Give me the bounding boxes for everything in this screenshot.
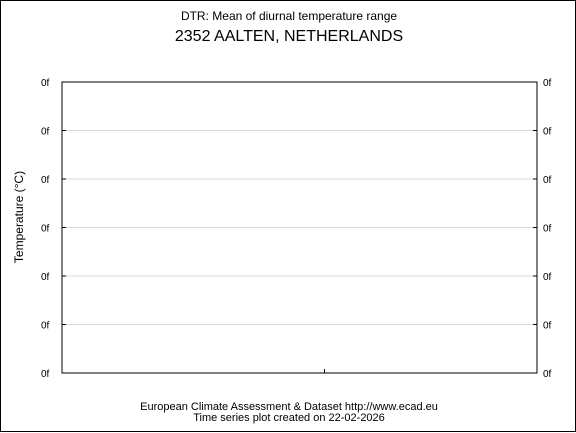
y-tick-label-left: 0f xyxy=(41,272,50,283)
y-tick-label-left: 0f xyxy=(41,127,50,138)
y-tick-label-right: 0f xyxy=(543,224,552,235)
y-tick-label-right: 0f xyxy=(543,272,552,283)
y-tick-label-left: 0f xyxy=(41,78,50,89)
y-tick-label-left: 0f xyxy=(41,321,50,332)
y-tick-label-right: 0f xyxy=(543,78,552,89)
footer-source: European Climate Assessment & Dataset ht… xyxy=(140,401,438,413)
y-tick-label-left: 0f xyxy=(41,175,50,186)
y-tick-label-right: 0f xyxy=(543,369,552,380)
y-tick-label-left: 0f xyxy=(41,369,50,380)
footer-created: Time series plot created on 22-02-2026 xyxy=(193,412,385,424)
chart-subtitle: 2352 AALTEN, NETHERLANDS xyxy=(174,28,404,45)
y-tick-label-right: 0f xyxy=(543,175,552,186)
y-tick-label-left: 0f xyxy=(41,224,50,235)
chart-title: DTR: Mean of diurnal temperature range xyxy=(180,9,398,23)
y-tick-label-right: 0f xyxy=(543,321,552,332)
y-tick-label-right: 0f xyxy=(543,127,552,138)
